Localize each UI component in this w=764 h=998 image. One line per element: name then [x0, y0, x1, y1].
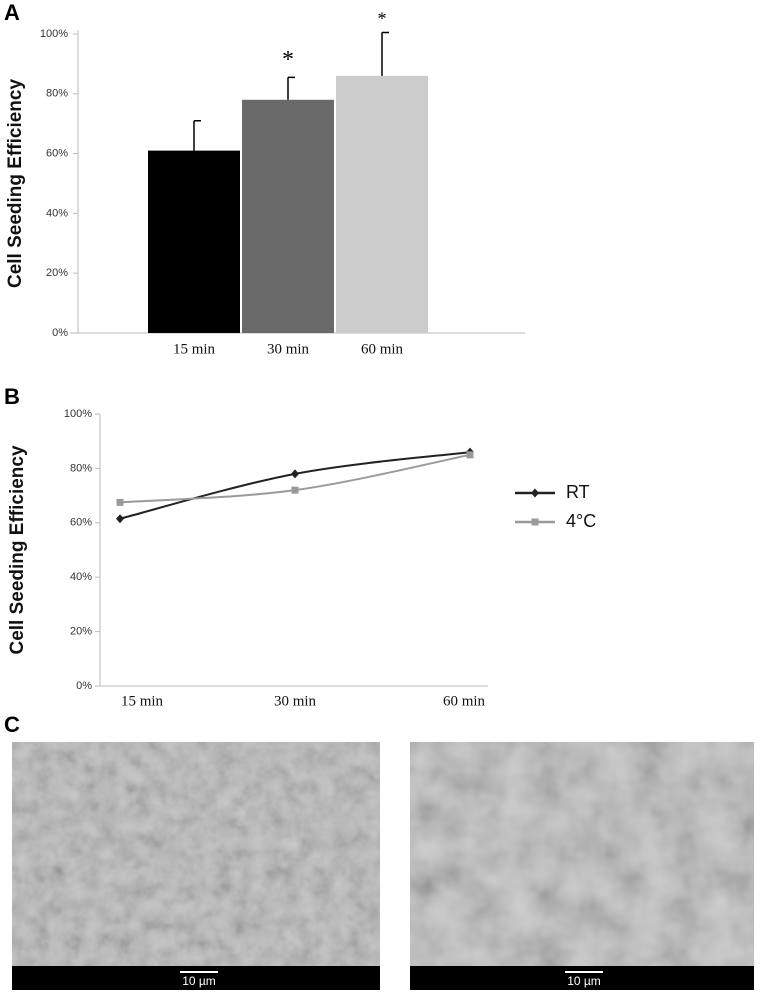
- y-axis-title: Cell Seeding Efficiency: [5, 79, 26, 288]
- legend-label: RT: [566, 482, 590, 502]
- point: [291, 486, 299, 494]
- panel-label: C: [4, 712, 20, 737]
- y-tick-label: 60%: [70, 517, 92, 529]
- y-tick-label: 0%: [76, 680, 92, 692]
- y-tick-label: 0%: [52, 327, 68, 339]
- point: [116, 498, 124, 506]
- bar: [336, 75, 428, 334]
- micrograph-image: [410, 742, 754, 966]
- x-tick-label: 30 min: [267, 341, 310, 357]
- line-series: [119, 451, 471, 520]
- y-tick-label: 100%: [64, 408, 92, 420]
- x-tick-label: 15 min: [121, 693, 164, 709]
- significance-mark: *: [378, 9, 387, 29]
- x-tick-label: 15 min: [173, 341, 216, 357]
- scale-strip: [12, 966, 380, 990]
- x-tick-label: 60 min: [443, 693, 486, 709]
- panel-label: A: [4, 0, 20, 25]
- y-tick-label: 20%: [46, 267, 68, 279]
- legend-marker: [531, 518, 539, 526]
- significance-mark: *: [282, 47, 294, 73]
- micrograph-image: [12, 742, 380, 966]
- x-tick-label: 60 min: [361, 341, 404, 357]
- y-tick-label: 60%: [46, 148, 68, 160]
- micrograph-tone: [410, 742, 754, 966]
- bar: [242, 99, 334, 333]
- legend-label: 4°C: [566, 511, 596, 531]
- panel-label: B: [4, 384, 20, 409]
- micrograph: 10 µm: [410, 742, 754, 990]
- micrograph: 10 µm: [12, 742, 380, 990]
- y-tick-label: 40%: [46, 207, 68, 219]
- y-axis-title: Cell Seeding Efficiency: [7, 445, 28, 654]
- legend-marker: [531, 488, 539, 498]
- point: [291, 469, 299, 479]
- point: [116, 514, 124, 524]
- y-tick-label: 40%: [70, 571, 92, 583]
- y-tick-label: 20%: [70, 626, 92, 638]
- x-tick-label: 30 min: [274, 693, 317, 709]
- y-tick-label: 100%: [40, 28, 68, 40]
- error-bar: [193, 119, 201, 151]
- bar: [148, 150, 240, 333]
- error-bar: [287, 76, 295, 100]
- micrograph-tone: [12, 742, 380, 966]
- scale-label: 10 µm: [567, 974, 601, 988]
- error-bar: [381, 31, 389, 76]
- y-tick-label: 80%: [70, 462, 92, 474]
- y-tick-label: 80%: [46, 88, 68, 100]
- line-series: [119, 453, 471, 504]
- point: [466, 451, 474, 459]
- scale-label: 10 µm: [182, 974, 216, 988]
- scale-strip: [410, 966, 754, 990]
